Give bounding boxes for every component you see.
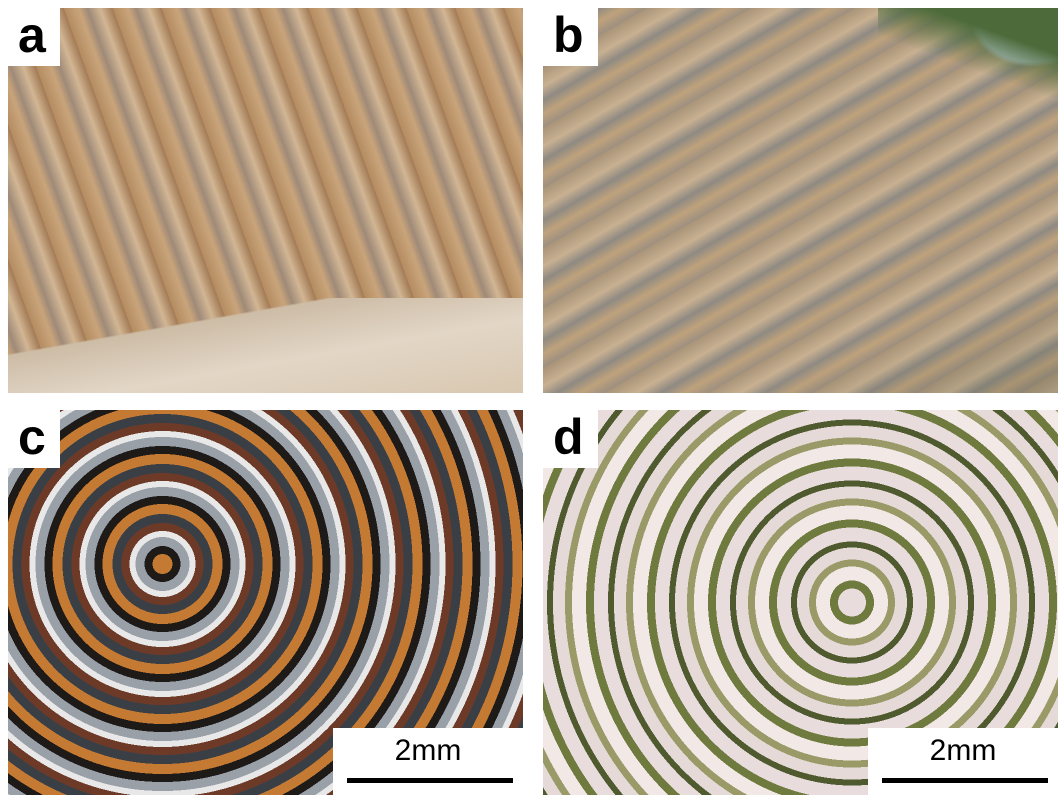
photo-panel xyxy=(8,8,523,393)
scale-bar-label: 2mm xyxy=(868,734,1058,768)
scale-bar-line xyxy=(347,778,513,783)
photo-panel xyxy=(543,8,1058,393)
scale-bar-line xyxy=(882,778,1048,783)
scale-bar: 2mm xyxy=(333,728,523,795)
panel-label: d xyxy=(543,410,598,468)
scale-bar: 2mm xyxy=(868,728,1058,795)
panel-label: b xyxy=(543,8,598,66)
scale-bar-label: 2mm xyxy=(333,734,523,768)
panel-label: c xyxy=(8,410,60,468)
panel-label: a xyxy=(8,8,60,66)
figure: a b c d 2mm 2mm (() => { const data = JS… xyxy=(0,0,1061,799)
